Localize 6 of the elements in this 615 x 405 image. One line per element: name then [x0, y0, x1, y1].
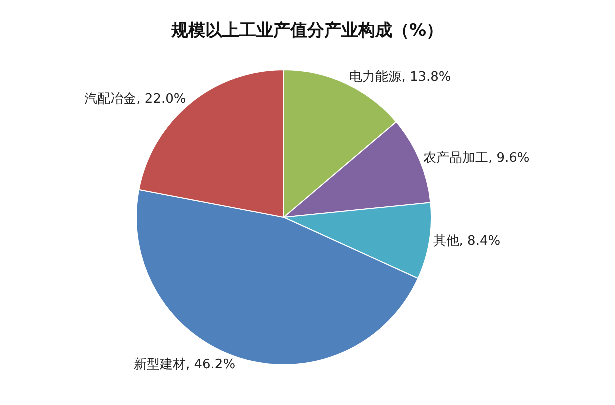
slice-label: 农产品加工, 9.6% [423, 151, 530, 166]
slice-label: 其他, 8.4% [433, 234, 501, 250]
slice-label: 新型建材, 46.2% [134, 357, 236, 372]
slice-label: 汽配冶金, 22.0% [84, 92, 186, 107]
chart-title: 规模以上工业产值分产业构成（%） [170, 21, 444, 42]
slice-label: 电力能源, 13.8% [350, 70, 452, 85]
